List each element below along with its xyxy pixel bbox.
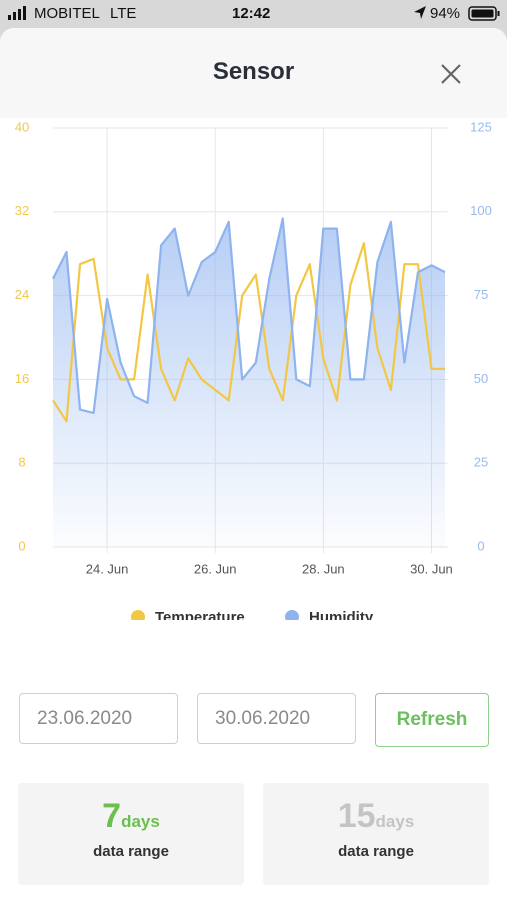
battery-icon [468, 6, 500, 21]
clock: 12:42 [232, 5, 271, 22]
sheet-title: Sensor [212, 58, 295, 85]
stat-value: 7days [18, 797, 244, 836]
x-tick-label: 26. Jun [194, 561, 237, 576]
y-tick-label: 0 [18, 538, 25, 553]
y2-tick-label: 25 [474, 455, 488, 470]
x-tick-label: 24. Jun [86, 561, 129, 576]
x-tick-label: 30. Jun [410, 561, 453, 576]
area [53, 218, 445, 547]
legend-label: Temperature [155, 609, 245, 620]
sheet-header: Sensor [0, 28, 507, 118]
stat-number: 7 [102, 797, 122, 835]
y2-tick-label: 75 [474, 287, 488, 302]
y2-tick-label: 125 [470, 119, 492, 134]
stat-label: data range [93, 843, 169, 860]
signal-icon [8, 6, 26, 20]
x-tick-label: 28. Jun [302, 561, 345, 576]
legend-label: Humidity [309, 609, 374, 620]
stat-unit: days [121, 812, 160, 831]
y-tick-label: 32 [15, 203, 29, 218]
stat-value: 15days [263, 797, 489, 836]
stat-card: 15days data range [263, 783, 489, 885]
y-tick-label: 24 [15, 287, 29, 302]
to-date-input[interactable]: 30.06.2020 [197, 693, 356, 744]
y-tick-label: 40 [15, 119, 29, 134]
y2-tick-label: 50 [474, 371, 488, 386]
legend-swatch [285, 610, 299, 620]
stat-card: 7days data range [18, 783, 244, 885]
refresh-button[interactable]: Refresh [375, 693, 489, 747]
stat-label: data range [338, 843, 414, 860]
stat-unit: days [375, 812, 415, 831]
sensor-chart: 0 8 16 24 32 40 0 25 50 75 100 125 24. Jun 26. Jun 28.… [15, 119, 492, 620]
status-bar: MOBITEL LTE 12:42 94% [0, 0, 507, 28]
location-icon [414, 6, 426, 19]
y2-tick-label: 0 [477, 538, 484, 553]
legend-swatch [131, 610, 145, 620]
from-date-input[interactable]: 23.06.2020 [19, 693, 178, 744]
carrier: MOBITEL [34, 5, 100, 22]
stat-number: 15 [337, 797, 376, 835]
sensor-sheet: Sensor 0 8 16 24 32 40 0 25 50 75 100 125 24. Jun 26.… [0, 28, 507, 900]
close-button[interactable] [440, 63, 462, 85]
battery-level: 94% [430, 5, 461, 22]
y-tick-label: 8 [18, 455, 25, 470]
y2-tick-label: 100 [470, 203, 492, 218]
line [52, 242, 445, 423]
y-tick-label: 16 [15, 371, 29, 386]
network: LTE [110, 5, 137, 22]
line [52, 217, 446, 414]
